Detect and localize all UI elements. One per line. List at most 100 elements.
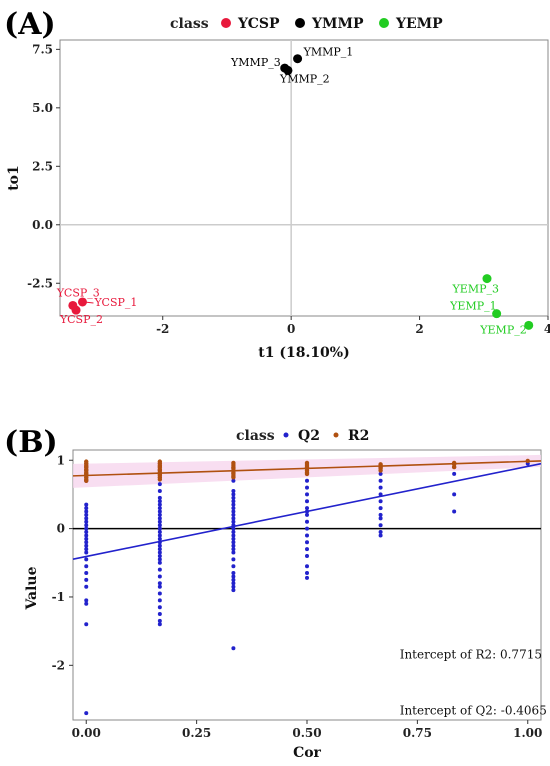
panel-b-q2-point — [84, 564, 89, 569]
panel-a-legend-entry: YMMP — [311, 16, 364, 32]
panel-b-q2-point — [378, 499, 383, 504]
panel-b-r2-point — [84, 478, 89, 483]
panel-b-annotation: Intercept of Q2: -0.4065 — [400, 704, 547, 718]
panel-b-q2-point — [231, 519, 236, 524]
panel-b-q2-point — [305, 478, 309, 483]
panel-b-q2-point — [157, 489, 162, 494]
panel-a-y-tick-label: 2.5 — [32, 159, 53, 173]
panel-b-q2-point — [378, 512, 383, 517]
panel-b-q2-point — [157, 598, 162, 603]
panel-b-legend: class Q2 R2 — [236, 428, 369, 444]
panel-b-q2-point — [157, 533, 162, 538]
panel-a-legend-swatch — [221, 18, 231, 28]
panel-b-q2-point — [84, 516, 89, 521]
panel-b-q2-point — [305, 506, 309, 511]
panel-a-y-axis-label: to1 — [6, 165, 22, 191]
panel-b-q2-point — [305, 512, 309, 517]
panel-b-q2-point — [231, 509, 236, 514]
panel-b-q2-point — [231, 502, 236, 507]
panel-b-q2-point — [84, 557, 89, 562]
panel-b-q2-point — [84, 519, 89, 524]
panel-b-x-tick-label: 1.00 — [513, 726, 542, 740]
panel-b-q2-point — [157, 550, 162, 555]
panel-b-q2-point — [231, 584, 236, 589]
panel-b-q2-point — [157, 567, 162, 572]
panel-b-q2-point — [305, 540, 309, 545]
panel-a-x-tick-label: -2 — [156, 322, 169, 336]
panel-b-q2-point — [84, 502, 89, 507]
panel-b-y-tick-label: 1 — [57, 453, 65, 467]
panel-b-q2-point — [231, 506, 236, 511]
panel-b-q2-point — [231, 495, 236, 500]
panel-b-q2-point — [231, 588, 236, 593]
panel-a-point-ycsp_1 — [77, 297, 87, 307]
panel-a-point-yemp_1 — [492, 309, 502, 319]
panel-b-q2-point — [157, 482, 162, 487]
panel-b-q2-point — [84, 601, 89, 606]
panel-b-q2-point — [305, 575, 309, 580]
panel-b: (B) class Q2 R2 0.00 0.25 0.50 0.75 1.00 -2 -1 0 1… — [4, 425, 547, 761]
panel-a-x-axis-label: t1 (18.10%) — [258, 345, 349, 361]
panel-b-q2-point — [231, 564, 236, 569]
panel-b-q2-point — [378, 530, 383, 535]
panel-a-x-tick-label: 4 — [544, 322, 550, 336]
panel-a-point-label: YMMP_1 — [303, 46, 354, 59]
panel-b-q2-point — [84, 512, 89, 517]
panel-b-q2-point — [84, 533, 89, 538]
panel-b-q2-point — [305, 485, 309, 490]
panel-b-q2-point — [157, 499, 162, 504]
panel-b-plot-area — [72, 449, 542, 721]
panel-b-r2-point — [231, 475, 236, 480]
panel-b-q2-regression-line — [72, 462, 542, 560]
panel-b-q2-point — [84, 622, 89, 627]
panel-b-x-tick-label: 0.25 — [182, 726, 211, 740]
panel-b-legend-title: class — [236, 428, 275, 444]
panel-b-y-tick-label: -2 — [52, 658, 65, 672]
panel-b-q2-point — [231, 557, 236, 562]
panel-a-point-ymmp_1 — [293, 54, 303, 64]
panel-b-x-axis-label: Cor — [293, 745, 321, 761]
panel-a-legend-swatch — [295, 18, 305, 28]
panel-b-q2-point — [378, 516, 383, 521]
panel-b-q2-point — [231, 533, 236, 538]
panel-a-point-label: YMMP_2 — [279, 72, 330, 85]
panel-b-y-tick-label: 0 — [57, 522, 65, 536]
panel-b-q2-point — [157, 618, 162, 623]
panel-b-q2-point — [157, 506, 162, 511]
panel-b-q2-point — [231, 646, 236, 651]
panel-b-q2-point — [378, 478, 383, 483]
panel-a-label-leader — [84, 301, 94, 304]
panel-b-q2-point — [84, 540, 89, 545]
panel-b-q2-point — [84, 509, 89, 514]
panel-b-q2-point — [231, 478, 236, 483]
panel-b-q2-point — [157, 519, 162, 524]
panel-a-legend: class YCSP YMMP YEMP — [170, 16, 443, 32]
panel-a-legend-swatch — [379, 18, 389, 28]
panel-b-q2-point — [157, 584, 162, 589]
panel-b-q2-point — [157, 502, 162, 507]
panel-b-q2-point — [452, 471, 457, 476]
panel-b-q2-point — [452, 509, 457, 514]
panel-a-point-label: YMMP_3 — [230, 56, 281, 69]
panel-a-legend-title: class — [170, 16, 209, 32]
panel-b-y-tick-label: -1 — [52, 590, 65, 604]
panel-b-q2-point — [84, 536, 89, 541]
panel-a-legend-entry: YCSP — [237, 16, 280, 32]
panel-b-q2-point — [378, 523, 383, 528]
panel-b-q2-point — [157, 591, 162, 596]
panel-b-q2-point — [84, 506, 89, 511]
panel-a-plot-area — [59, 39, 549, 317]
panel-b-q2-point — [231, 540, 236, 545]
panel-b-q2-point — [231, 543, 236, 548]
panel-b-q2-point — [305, 547, 309, 552]
panel-b-q2-point — [157, 526, 162, 531]
panel-b-r2-point — [304, 471, 310, 477]
panel-b-q2-point — [84, 550, 89, 555]
panel-b-q2-point — [231, 574, 236, 579]
panel-a-legend-entry: YEMP — [395, 16, 443, 32]
panel-b-q2-point — [231, 499, 236, 504]
panel-b-legend-swatch — [333, 432, 339, 438]
panel-a-point-label: YEMP_2 — [479, 323, 526, 336]
panel-b-x-tick-label: 0.75 — [403, 726, 432, 740]
